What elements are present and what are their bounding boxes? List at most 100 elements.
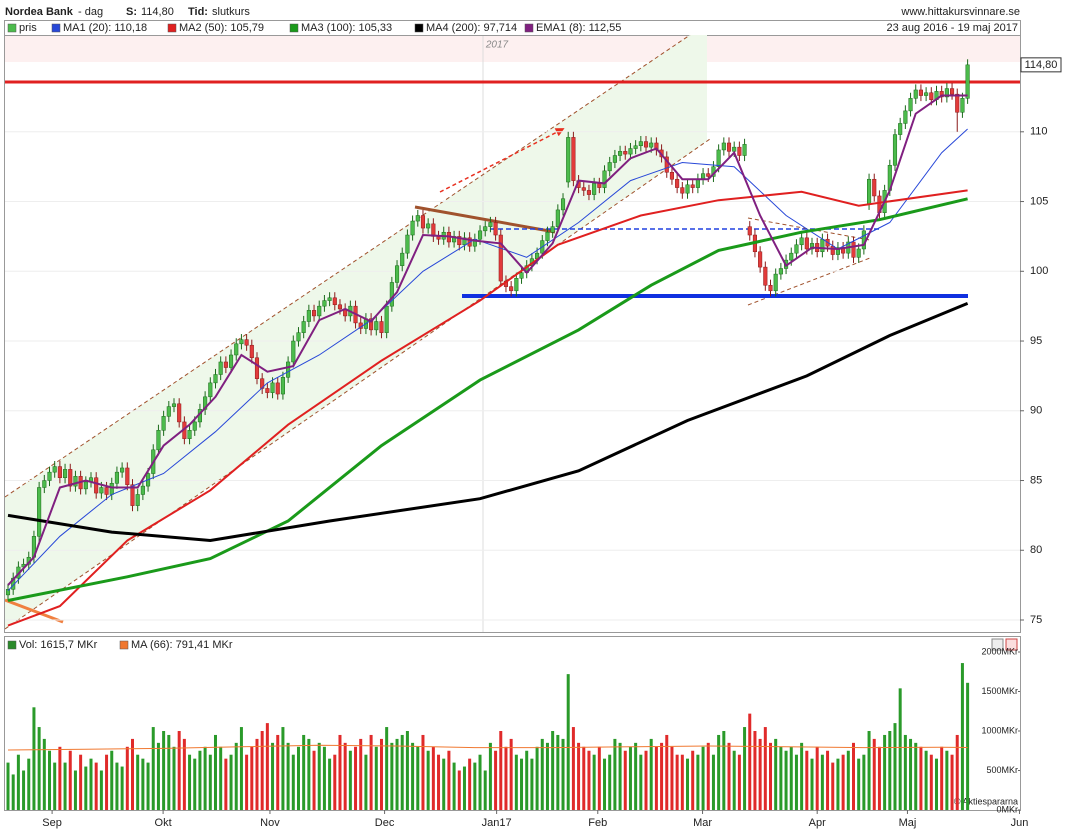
candle-body	[685, 184, 690, 194]
volume-bar	[79, 754, 83, 810]
volume-bar	[841, 754, 845, 810]
volume-bar	[11, 774, 15, 810]
candle-body	[68, 469, 73, 487]
channel-upper	[5, 35, 691, 498]
volume-bar	[924, 750, 928, 810]
candle-body	[223, 361, 228, 368]
top-band	[5, 36, 1020, 62]
candle-body	[773, 273, 778, 292]
volume-bar	[628, 746, 632, 810]
volume-bar	[826, 750, 830, 810]
y-tick-label: 90	[1030, 405, 1042, 417]
candle-body	[550, 226, 555, 233]
volume-bar	[717, 734, 721, 810]
volume-bar	[437, 754, 441, 810]
candle-body	[410, 220, 415, 236]
candle-body	[830, 245, 835, 255]
volume-bar	[784, 750, 788, 810]
volume-bar	[16, 754, 20, 810]
volume-bar	[63, 762, 67, 810]
x-tick-label: Dec	[375, 817, 395, 829]
candle-body	[483, 226, 488, 232]
arrow-line	[439, 128, 565, 193]
candle-body	[218, 361, 223, 375]
candle-body	[638, 141, 643, 147]
volume-bar	[42, 738, 46, 810]
button[interactable]	[991, 638, 1004, 651]
volume-bar	[115, 762, 119, 810]
volume-bar	[447, 750, 451, 810]
volume-bar	[701, 746, 705, 810]
volume-bar	[162, 731, 166, 810]
candle-body	[690, 184, 695, 188]
volume-bar	[867, 731, 871, 810]
candle-body	[706, 173, 711, 177]
volume-bar	[265, 723, 269, 810]
volume-bar	[411, 742, 415, 810]
candle-body	[560, 198, 566, 211]
volume-bar	[120, 766, 124, 810]
volume-bar	[919, 746, 923, 810]
volume-bar	[37, 727, 41, 810]
candle-body	[763, 266, 768, 286]
candle-body	[493, 222, 498, 236]
candle-body	[244, 339, 249, 346]
volume-bar	[582, 746, 586, 810]
volume-bar	[369, 734, 373, 810]
candle-body	[778, 268, 783, 275]
candle-body	[265, 388, 270, 393]
orange-line	[5, 598, 64, 624]
candle-body	[924, 92, 929, 96]
volume-bar	[198, 750, 202, 810]
candle-body	[229, 354, 234, 368]
volume-bar	[250, 746, 254, 810]
volume-bar	[779, 746, 783, 810]
volume-bar	[58, 746, 62, 810]
header-s-label: S:	[126, 6, 137, 18]
volume-bar	[561, 738, 565, 810]
volume-bar	[385, 727, 389, 810]
volume-bar	[317, 742, 321, 810]
button[interactable]	[1005, 638, 1018, 651]
candle-body	[669, 172, 674, 180]
volume-bar	[774, 738, 778, 810]
x-tick-label: Okt	[155, 817, 172, 829]
indicator-line	[7, 189, 968, 627]
candle-body	[37, 487, 42, 537]
legend-label: MA4 (200): 97,714	[426, 22, 517, 34]
last-price-box	[1020, 57, 1062, 73]
volume-bar	[203, 746, 207, 810]
volume-bar	[665, 734, 669, 810]
volume-bar	[556, 734, 560, 810]
candle-body	[649, 142, 654, 148]
volume-bar	[172, 746, 176, 810]
indicator-line	[7, 94, 968, 586]
legend-swatch	[7, 640, 17, 650]
volume-bar	[883, 734, 887, 810]
legend-swatch	[289, 23, 299, 33]
candle-body	[384, 305, 389, 333]
volume-bar	[468, 758, 472, 810]
volume-bar	[929, 754, 933, 810]
volume-bar	[333, 754, 337, 810]
legend-label: MA1 (20): 110,18	[63, 22, 147, 34]
candle-body	[789, 252, 794, 261]
volume-bar	[374, 746, 378, 810]
y-tick-label: 2000MKr	[981, 646, 1018, 656]
volume-bar	[888, 731, 892, 810]
candle-body	[618, 151, 623, 156]
volume-bar	[488, 742, 492, 810]
candle-body	[125, 467, 130, 485]
candle-body	[104, 487, 109, 495]
indicator-lines	[7, 94, 969, 627]
volume-bar	[831, 762, 835, 810]
volume-bar	[649, 738, 653, 810]
volume-bar	[431, 746, 435, 810]
volume-bar	[934, 758, 938, 810]
legend-label: MA3 (100): 105,33	[301, 22, 392, 34]
volume-bar	[551, 731, 555, 810]
volume-bar	[769, 742, 773, 810]
volume-bar	[743, 727, 747, 810]
volume-bar	[836, 758, 840, 810]
